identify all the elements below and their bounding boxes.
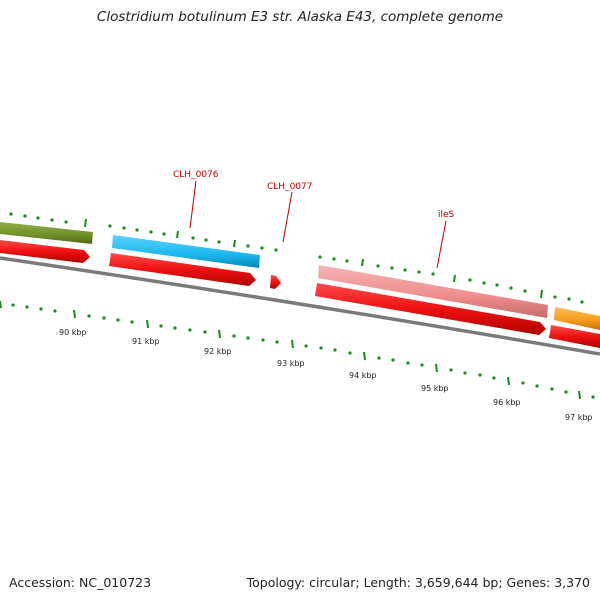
kbp-label: 90 kbp: [59, 328, 87, 337]
kbp-label: 97 kbp: [565, 413, 593, 422]
kbp-label: 92 kbp: [204, 347, 232, 356]
olive-feature[interactable]: [0, 222, 93, 244]
outer-tick-ring: [9, 212, 584, 304]
genome-summary: Topology: circular; Length: 3,659,644 bp…: [246, 575, 590, 590]
ils-feature[interactable]: [318, 265, 548, 318]
gene-label-clh-0076: CLH_0076: [173, 170, 219, 180]
gene-label-clh-0077: CLH_0077: [267, 182, 312, 192]
kbp-label: 96 kbp: [493, 398, 521, 407]
cds-arrow[interactable]: [109, 253, 256, 286]
kbp-label: 93 kbp: [277, 359, 305, 368]
cds-arrow[interactable]: [0, 240, 90, 263]
kbp-label: 91 kbp: [132, 337, 160, 346]
genome-backbone: [0, 256, 600, 356]
cds-arrow[interactable]: [270, 275, 281, 289]
clh-0076-feature[interactable]: [112, 235, 260, 268]
cds-arrow[interactable]: [315, 283, 546, 335]
kbp-label: 94 kbp: [349, 371, 377, 380]
gene-label-leaders: [189, 180, 447, 269]
orange-feature[interactable]: [554, 307, 600, 330]
cds-arrow[interactable]: [549, 325, 600, 348]
map-title: Clostridium botulinum E3 str. Alaska E43…: [96, 9, 504, 25]
kbp-label: 95 kbp: [421, 384, 449, 393]
accession-label: Accession: NC_010723: [9, 575, 152, 590]
inner-tick-ring: [0, 300, 595, 400]
gene-label-iles: ileS: [438, 210, 455, 220]
